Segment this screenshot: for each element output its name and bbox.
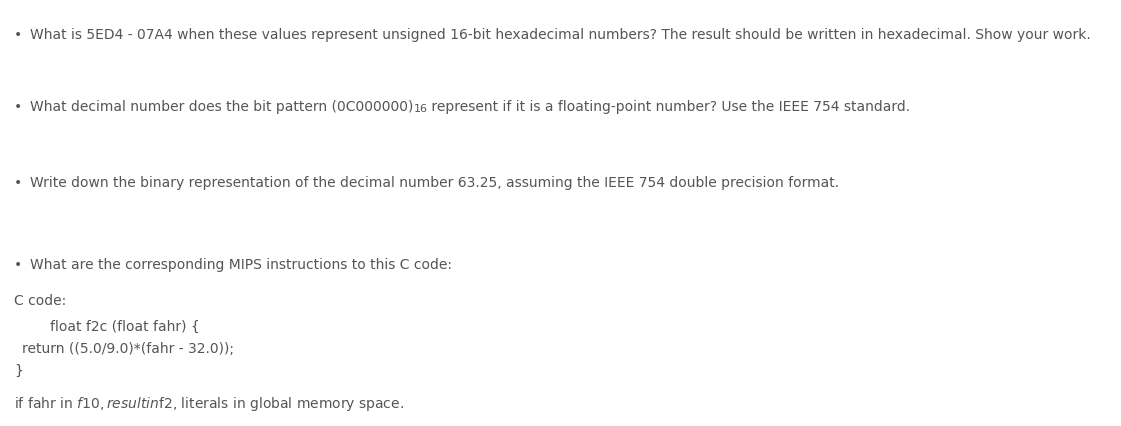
- Text: •: •: [13, 258, 22, 272]
- Text: float f2c (float fahr) {: float f2c (float fahr) {: [50, 320, 200, 334]
- Text: C code:: C code:: [13, 294, 66, 308]
- Text: represent if it is a floating-point number? Use the IEEE 754 standard.: represent if it is a floating-point numb…: [427, 100, 910, 114]
- Text: •: •: [13, 100, 22, 114]
- Text: •: •: [13, 176, 22, 190]
- Text: if fahr in $f10, result in $f2, literals in global memory space.: if fahr in $f10, result in $f2, literals…: [13, 395, 404, 413]
- Text: return ((5.0/9.0)*(fahr - 32.0));: return ((5.0/9.0)*(fahr - 32.0));: [22, 342, 234, 356]
- Text: Write down the binary representation of the decimal number 63.25, assuming the I: Write down the binary representation of …: [30, 176, 840, 190]
- Text: What are the corresponding MIPS instructions to this C code:: What are the corresponding MIPS instruct…: [30, 258, 452, 272]
- Text: What decimal number does the bit pattern (0C000000): What decimal number does the bit pattern…: [30, 100, 414, 114]
- Text: What is 5ED4 - 07A4 when these values represent unsigned 16-bit hexadecimal numb: What is 5ED4 - 07A4 when these values re…: [30, 28, 1091, 42]
- Text: 16: 16: [414, 104, 427, 114]
- Text: •: •: [13, 28, 22, 42]
- Text: }: }: [13, 364, 22, 378]
